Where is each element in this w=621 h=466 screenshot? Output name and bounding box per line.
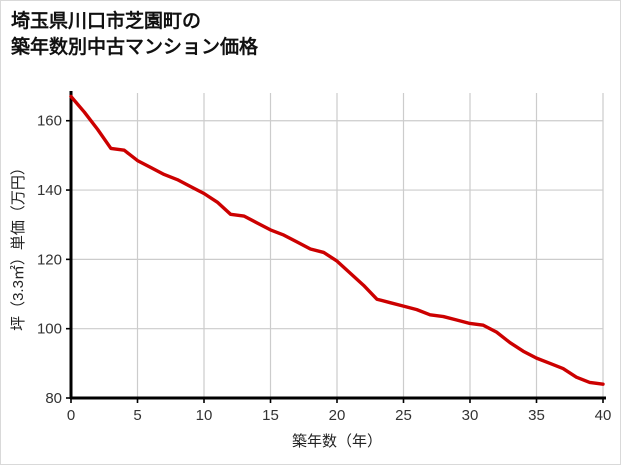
y-tick-label: 120 <box>37 251 62 268</box>
chart-title: 埼玉県川口市芝園町の 築年数別中古マンション価格 <box>11 11 259 58</box>
x-gridlines <box>136 93 604 398</box>
y-axis-title: 坪（3.3㎡）単価（万円） <box>10 160 27 331</box>
x-tick-label: 10 <box>196 407 213 424</box>
y-tick-label: 80 <box>45 390 62 407</box>
x-tick-label: 35 <box>528 407 545 424</box>
x-tick-label: 0 <box>67 407 75 424</box>
x-tick-label: 20 <box>329 407 346 424</box>
price-line-series <box>69 94 605 386</box>
y-tick-label: 100 <box>37 321 62 338</box>
axis-spines <box>69 91 606 400</box>
y-tick-marks <box>66 119 71 399</box>
y-tick-label: 140 <box>37 182 62 199</box>
x-tick-marks <box>70 398 604 403</box>
x-tick-label: 15 <box>262 407 279 424</box>
x-axis-title: 築年数（年） <box>292 432 382 450</box>
x-tick-labels: 0 5 10 15 20 25 30 35 40 <box>67 407 612 424</box>
x-tick-label: 5 <box>133 407 141 424</box>
y-tick-label: 160 <box>37 113 62 130</box>
x-tick-label: 40 <box>595 407 612 424</box>
x-tick-label: 25 <box>395 407 412 424</box>
y-tick-labels: 80 100 120 140 160 <box>37 113 62 407</box>
x-tick-label: 30 <box>462 407 479 424</box>
